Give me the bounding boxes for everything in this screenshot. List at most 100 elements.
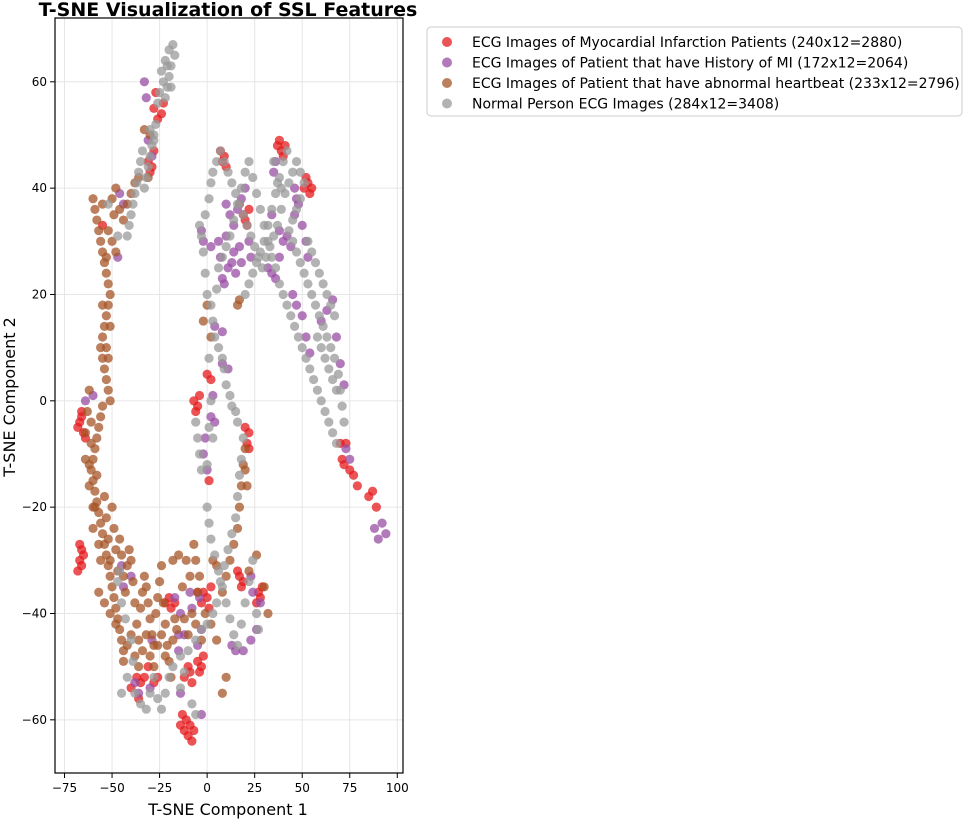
data-point — [84, 385, 94, 395]
data-point — [246, 635, 256, 645]
data-point — [240, 598, 250, 608]
data-point — [174, 550, 184, 560]
data-point — [126, 555, 136, 565]
data-point — [204, 518, 214, 528]
data-point — [236, 183, 246, 193]
data-point — [139, 672, 149, 682]
data-point — [208, 316, 218, 326]
data-point — [139, 183, 149, 193]
data-point — [242, 220, 252, 230]
legend-frame — [426, 26, 963, 117]
data-point — [282, 146, 292, 156]
data-point — [80, 428, 91, 438]
y-tick-label: 60 — [32, 75, 47, 89]
legend-marker — [442, 78, 452, 88]
data-point — [253, 624, 264, 635]
data-point — [270, 263, 281, 273]
data-point — [206, 396, 216, 406]
data-point — [88, 194, 98, 204]
data-point — [122, 672, 132, 682]
data-point — [103, 199, 113, 209]
data-point — [251, 608, 262, 619]
data-point — [137, 146, 148, 156]
data-point — [202, 592, 212, 603]
data-point — [191, 635, 201, 645]
data-point — [164, 45, 174, 55]
data-point — [314, 268, 324, 278]
data-point — [284, 178, 294, 188]
data-point — [141, 630, 151, 640]
data-point — [291, 204, 302, 215]
y-tick-label: 20 — [32, 287, 47, 301]
data-point — [299, 178, 309, 188]
data-point — [291, 247, 302, 257]
data-point — [251, 188, 262, 199]
data-point — [312, 332, 323, 342]
data-point — [88, 523, 98, 534]
data-point — [145, 125, 155, 135]
data-point — [194, 449, 205, 459]
data-point — [156, 109, 167, 119]
data-point — [208, 608, 218, 619]
data-point — [210, 550, 220, 560]
data-point — [232, 491, 243, 502]
data-point — [208, 167, 218, 177]
data-point — [377, 518, 387, 528]
data-point — [111, 619, 121, 629]
data-point — [204, 422, 214, 433]
data-point — [293, 332, 304, 342]
data-point — [135, 603, 146, 613]
data-point — [324, 364, 334, 374]
data-point — [105, 396, 115, 406]
data-point — [189, 539, 199, 549]
data-point — [303, 236, 313, 246]
data-point — [309, 374, 319, 385]
data-point — [170, 614, 180, 624]
data-point — [367, 486, 378, 496]
data-point — [318, 321, 328, 331]
data-point — [229, 215, 239, 225]
data-point — [234, 502, 245, 512]
data-point — [318, 279, 328, 289]
data-point — [227, 529, 237, 539]
data-point — [234, 470, 245, 480]
data-point — [206, 534, 216, 544]
data-point — [116, 598, 127, 608]
data-point — [225, 614, 235, 624]
data-point — [99, 598, 110, 608]
data-point — [90, 204, 100, 215]
data-point — [134, 635, 144, 645]
data-point — [94, 539, 104, 549]
data-point — [244, 156, 254, 167]
data-point — [206, 300, 216, 310]
data-point — [217, 252, 227, 262]
data-point — [101, 268, 111, 278]
data-point — [158, 598, 168, 608]
data-point — [202, 502, 212, 512]
data-point — [248, 172, 258, 183]
series-4 — [103, 39, 349, 720]
data-point — [236, 454, 246, 464]
data-point — [139, 77, 149, 87]
data-point — [236, 619, 246, 629]
data-point — [101, 513, 111, 523]
data-point — [278, 289, 288, 300]
data-point — [139, 571, 149, 581]
x-tick-label: −75 — [52, 781, 77, 795]
chart-title: T-SNE Visualization of SSL Features — [39, 0, 418, 21]
data-point — [162, 61, 172, 71]
data-point — [272, 220, 283, 230]
data-point — [232, 417, 243, 427]
data-point — [183, 646, 193, 656]
data-point — [103, 534, 113, 544]
data-point — [263, 608, 273, 619]
data-point — [251, 257, 262, 268]
data-point — [200, 268, 210, 278]
data-point — [153, 640, 163, 650]
data-point — [134, 167, 144, 177]
data-point — [175, 683, 186, 693]
data-point — [105, 321, 115, 331]
data-point — [156, 630, 167, 640]
data-point — [183, 630, 193, 640]
legend-label: ECG Images of Patient that have History … — [472, 56, 908, 72]
